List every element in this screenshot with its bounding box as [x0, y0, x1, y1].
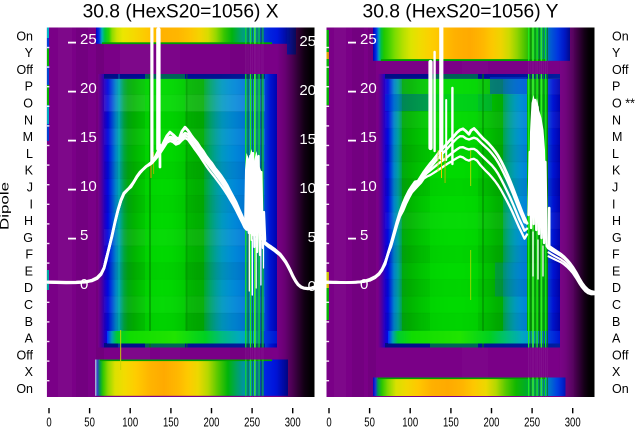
- svg-text:J: J: [612, 181, 618, 195]
- svg-text:O: O: [23, 97, 33, 111]
- svg-text:25: 25: [80, 31, 97, 48]
- svg-text:100: 100: [122, 415, 138, 430]
- svg-text:Off: Off: [17, 63, 34, 77]
- svg-text:F: F: [612, 248, 620, 262]
- svg-text:300: 300: [565, 415, 581, 430]
- svg-text:On: On: [612, 382, 629, 396]
- svg-text:P: P: [612, 80, 620, 94]
- svg-text:L: L: [612, 147, 619, 161]
- svg-text:25: 25: [299, 33, 316, 50]
- svg-text:25: 25: [360, 31, 377, 48]
- svg-text:30.8 (HexS20=1056) X: 30.8 (HexS20=1056) X: [83, 2, 279, 23]
- svg-text:Off: Off: [612, 63, 629, 77]
- svg-text:E: E: [25, 264, 33, 278]
- svg-text:L: L: [26, 147, 33, 161]
- svg-text:200: 200: [204, 415, 220, 430]
- svg-text:C: C: [24, 298, 33, 312]
- svg-text:0: 0: [326, 415, 331, 430]
- svg-text:O **: O **: [612, 97, 635, 111]
- svg-text:10: 10: [360, 178, 377, 195]
- svg-text:Dipole: Dipole: [0, 182, 12, 230]
- svg-text:Off: Off: [17, 348, 34, 362]
- svg-text:20: 20: [360, 80, 377, 97]
- svg-text:On: On: [16, 29, 33, 43]
- svg-text:30.8 (HexS20=1056) Y: 30.8 (HexS20=1056) Y: [363, 2, 559, 23]
- svg-text:A: A: [612, 332, 621, 346]
- svg-text:5: 5: [360, 227, 368, 244]
- svg-text:10: 10: [299, 180, 316, 197]
- svg-text:20: 20: [299, 82, 316, 99]
- svg-text:F: F: [25, 248, 33, 262]
- svg-text:J: J: [27, 181, 33, 195]
- svg-text:Y: Y: [612, 46, 621, 60]
- svg-text:0: 0: [46, 415, 51, 430]
- svg-text:10: 10: [80, 178, 97, 195]
- svg-text:E: E: [612, 264, 620, 278]
- svg-text:0: 0: [360, 276, 368, 293]
- svg-text:D: D: [612, 281, 621, 295]
- svg-text:N: N: [24, 113, 33, 127]
- svg-text:Off: Off: [612, 348, 629, 362]
- svg-text:I: I: [612, 197, 615, 211]
- svg-text:K: K: [25, 164, 34, 178]
- svg-text:5: 5: [308, 229, 316, 246]
- svg-text:15: 15: [299, 131, 316, 148]
- svg-text:0: 0: [308, 278, 316, 295]
- svg-text:N: N: [612, 113, 621, 127]
- svg-text:P: P: [25, 80, 33, 94]
- svg-text:G: G: [23, 231, 33, 245]
- svg-text:X: X: [25, 365, 34, 379]
- svg-text:0: 0: [80, 276, 88, 293]
- svg-text:50: 50: [364, 415, 375, 430]
- svg-text:B: B: [25, 315, 33, 329]
- svg-text:H: H: [612, 214, 621, 228]
- svg-text:X: X: [612, 365, 621, 379]
- svg-text:I: I: [30, 197, 33, 211]
- svg-text:A: A: [25, 332, 34, 346]
- svg-text:Y: Y: [25, 46, 34, 60]
- svg-text:200: 200: [484, 415, 500, 430]
- svg-text:On: On: [612, 29, 629, 43]
- svg-text:15: 15: [360, 129, 377, 146]
- svg-text:50: 50: [84, 415, 95, 430]
- svg-text:250: 250: [524, 415, 540, 430]
- svg-text:300: 300: [285, 415, 301, 430]
- svg-text:C: C: [612, 298, 621, 312]
- svg-text:On: On: [16, 382, 33, 396]
- svg-text:150: 150: [443, 415, 459, 430]
- svg-text:H: H: [24, 214, 33, 228]
- svg-text:15: 15: [80, 129, 97, 146]
- svg-text:K: K: [612, 164, 621, 178]
- svg-text:100: 100: [402, 415, 418, 430]
- svg-text:250: 250: [244, 415, 260, 430]
- svg-text:150: 150: [163, 415, 179, 430]
- svg-text:M: M: [612, 130, 622, 144]
- svg-text:B: B: [612, 315, 620, 329]
- svg-text:M: M: [23, 130, 33, 144]
- svg-text:D: D: [24, 281, 33, 295]
- svg-text:G: G: [612, 231, 622, 245]
- svg-text:5: 5: [80, 227, 88, 244]
- svg-text:20: 20: [80, 80, 97, 97]
